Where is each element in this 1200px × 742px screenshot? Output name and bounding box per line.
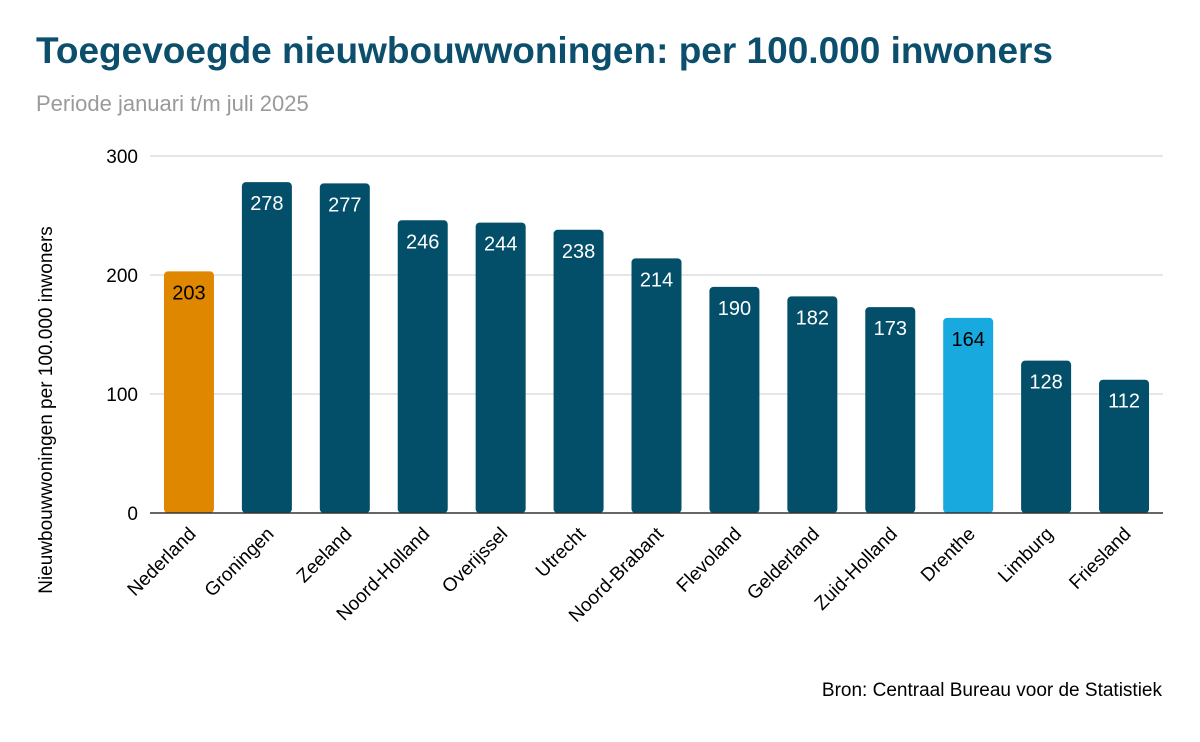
y-tick-label: 200 bbox=[106, 266, 138, 287]
bar-zeeland bbox=[319, 183, 370, 513]
x-tick-label: Flevoland bbox=[673, 524, 746, 597]
bar-noord-brabant bbox=[631, 258, 682, 513]
bar-utrecht bbox=[553, 229, 604, 513]
data-label: 128 bbox=[1029, 372, 1062, 394]
bar-drenthe bbox=[943, 317, 994, 513]
y-tick-label: 0 bbox=[127, 504, 138, 525]
data-label: 182 bbox=[796, 307, 829, 329]
x-tick-label: Drenthe bbox=[917, 524, 980, 587]
x-tick-label: Friesland bbox=[1065, 524, 1135, 594]
data-label: 190 bbox=[718, 298, 751, 320]
chart-subtitle: Periode januari t/m juli 2025 bbox=[36, 91, 309, 116]
bar-noord-holland bbox=[397, 220, 448, 513]
data-label: 214 bbox=[640, 269, 673, 291]
data-label: 203 bbox=[172, 282, 205, 304]
data-label: 246 bbox=[406, 231, 439, 253]
x-tick-label: Nederland bbox=[124, 524, 201, 601]
x-tick-label: Groningen bbox=[201, 524, 279, 602]
x-tick-label: Overijssel bbox=[438, 524, 512, 598]
data-label: 277 bbox=[328, 194, 361, 216]
source-note: Bron: Centraal Bureau voor de Statistiek bbox=[821, 680, 1162, 701]
x-tick-label: Utrecht bbox=[532, 523, 591, 582]
data-label: 173 bbox=[874, 318, 907, 340]
data-label: 244 bbox=[484, 234, 517, 256]
bar-nederland bbox=[163, 271, 214, 513]
bar-friesland bbox=[1099, 379, 1150, 513]
y-tick-label: 300 bbox=[106, 147, 138, 168]
bar-gelderland bbox=[787, 296, 838, 513]
bar-groningen bbox=[241, 182, 292, 513]
data-label: 112 bbox=[1108, 391, 1140, 413]
y-axis-title: Nieuwbouwwoningen per 100.000 inwoners bbox=[36, 226, 57, 594]
bar-flevoland bbox=[709, 286, 760, 513]
data-label: 278 bbox=[250, 193, 283, 215]
x-tick-label: Limburg bbox=[994, 524, 1057, 587]
bar-zuid-holland bbox=[865, 307, 916, 513]
x-tick-label: Zeeland bbox=[293, 524, 356, 587]
bar-overijssel bbox=[475, 222, 526, 513]
data-label: 238 bbox=[562, 241, 595, 263]
x-tick-label: Zuid-Holland bbox=[811, 524, 902, 615]
bar-limburg bbox=[1021, 360, 1072, 513]
chart-title: Toegevoegde nieuwbouwwoningen: per 100.0… bbox=[36, 30, 1053, 71]
data-label: 164 bbox=[952, 329, 985, 351]
y-tick-label: 100 bbox=[106, 385, 138, 406]
x-tick-label: Gelderland bbox=[743, 524, 824, 605]
